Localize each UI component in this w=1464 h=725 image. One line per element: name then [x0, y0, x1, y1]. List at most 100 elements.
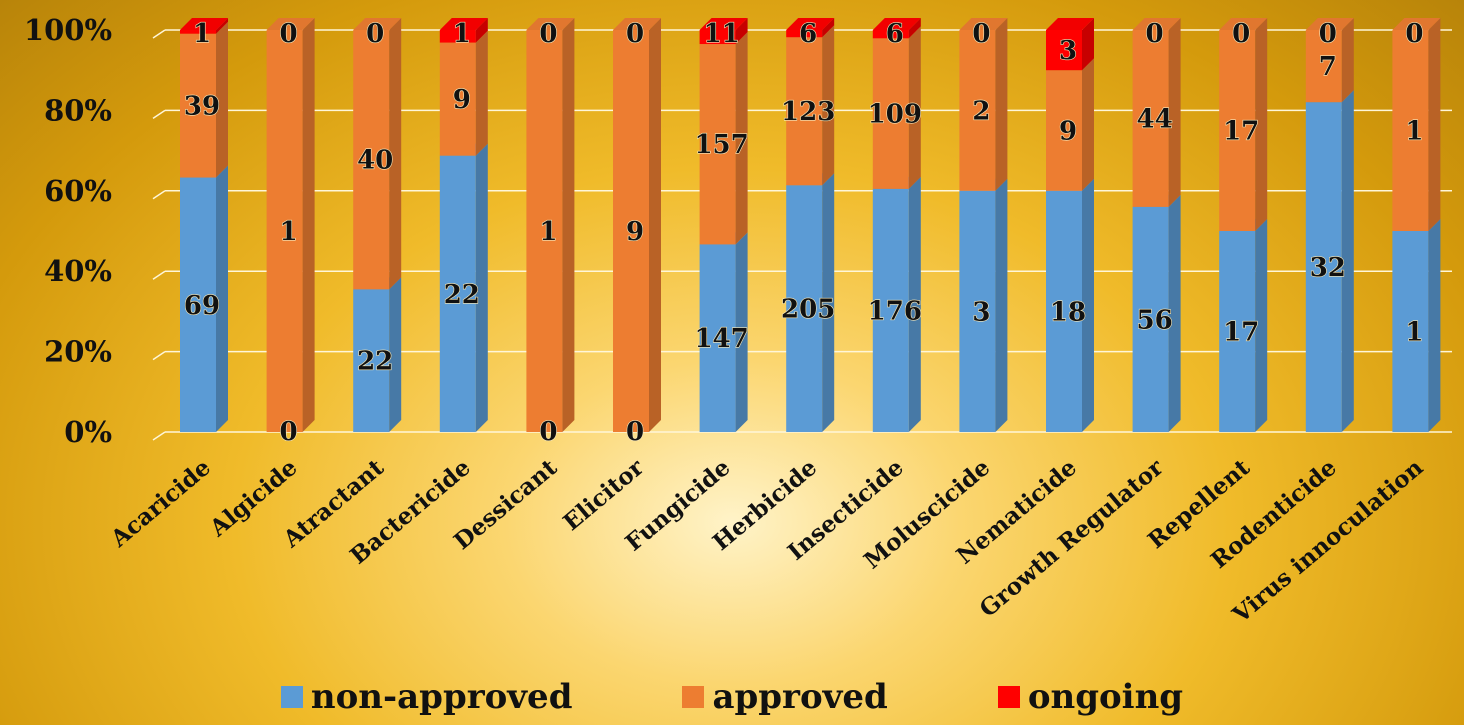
bar-segment-non-approved	[1305, 102, 1342, 433]
bar-segment-approved	[1219, 30, 1256, 231]
bar-segment-approved	[1305, 30, 1342, 103]
data-label-ongoing: 1	[193, 19, 211, 49]
data-label-approved: 9	[626, 217, 644, 247]
data-label-approved: 17	[1223, 117, 1259, 147]
legend-item-approved: approved	[682, 677, 888, 717]
data-label-ongoing: 0	[366, 19, 384, 49]
bar-top-ongoing	[439, 18, 488, 30]
bar-side-non-approved	[735, 232, 748, 432]
y-tick-label: 80%	[44, 93, 112, 127]
y-tick-label: 100%	[24, 13, 112, 47]
bar-segment-approved	[872, 38, 909, 189]
bar-segment-ongoing	[699, 30, 736, 45]
data-label-ongoing: 0	[539, 19, 557, 49]
bar-segment-approved	[526, 30, 563, 432]
bar-segment-approved	[699, 44, 736, 245]
bar-side-ongoing	[822, 18, 835, 38]
bar-side-approved	[475, 30, 488, 156]
data-label-approved: 9	[1059, 117, 1077, 147]
bar-side-approved	[1082, 58, 1094, 191]
bar-side-non-approved	[995, 178, 1008, 432]
data-label-ongoing: 0	[1319, 19, 1337, 49]
bar-side-ongoing	[908, 18, 921, 39]
bar-top-ongoing	[699, 18, 748, 30]
data-label-non-approved: 69	[184, 291, 220, 321]
bar-top-approved	[1305, 18, 1354, 30]
bar-segment-non-approved	[699, 244, 736, 432]
data-label-non-approved: 0	[539, 417, 557, 447]
data-label-non-approved: 0	[626, 417, 644, 447]
bar-top-approved	[1132, 18, 1181, 30]
bar-segment-non-approved	[1132, 206, 1169, 432]
data-label-approved: 109	[868, 100, 922, 130]
data-label-non-approved: 147	[694, 324, 748, 354]
bars	[180, 18, 1441, 433]
bar-side-non-approved	[1082, 178, 1094, 432]
bar-side-non-approved	[475, 143, 488, 432]
bar-segment-non-approved	[872, 188, 909, 432]
bar-segment-approved	[1392, 30, 1429, 231]
data-label-ongoing: 6	[799, 19, 817, 49]
data-label-ongoing: 3	[1059, 36, 1077, 66]
bar-side-non-approved	[1255, 219, 1268, 432]
data-label-approved: 9	[453, 85, 471, 115]
bar-segment-non-approved	[353, 289, 390, 432]
bar-side-approved	[735, 32, 748, 245]
data-label-non-approved: 22	[357, 347, 393, 377]
bar-side-approved	[389, 18, 402, 290]
bar-side-approved	[908, 26, 921, 189]
y-tick-label: 60%	[44, 174, 112, 208]
bar-side-non-approved	[1168, 194, 1181, 432]
bar-side-non-approved	[389, 277, 402, 432]
bar-top-approved	[266, 18, 315, 30]
bar-top-approved	[353, 18, 402, 30]
data-label-approved: 7	[1319, 52, 1337, 82]
bar-segment-approved	[613, 30, 649, 432]
legend-item-ongoing: ongoing	[997, 677, 1183, 717]
data-label-ongoing: 6	[886, 19, 904, 49]
bar-side-approved	[995, 18, 1008, 191]
x-axis-categories: AcaricideAlgicideAtractantBactericideDes…	[105, 453, 1428, 629]
data-label-approved: 1	[539, 217, 557, 247]
y-axis-ticks: 0% 20% 40% 60% 80% 100%	[24, 13, 112, 449]
data-label-non-approved: 18	[1050, 297, 1086, 327]
data-label-approved: 44	[1137, 104, 1173, 134]
data-label-non-approved: 3	[972, 297, 990, 327]
legend-label: non-approved	[310, 677, 573, 717]
y-tick-label: 40%	[44, 254, 112, 288]
bar-top-approved	[1219, 18, 1268, 30]
bar-side-approved	[1428, 18, 1441, 231]
bar-side-approved	[649, 18, 661, 432]
y-tick-label: 20%	[44, 335, 112, 369]
data-label-ongoing: 0	[1232, 19, 1250, 49]
bar-segment-non-approved	[180, 177, 216, 432]
data-label-non-approved: 32	[1310, 253, 1346, 283]
data-label-ongoing: 0	[972, 19, 990, 49]
bar-segment-approved	[266, 30, 303, 432]
legend-swatch	[280, 686, 303, 708]
bar-side-non-approved	[1341, 90, 1354, 433]
data-label-ongoing: 0	[1146, 19, 1164, 49]
legend-label: approved	[712, 677, 888, 717]
bar-top-approved	[959, 18, 1008, 30]
bar-segment-non-approved	[439, 155, 476, 432]
bar-side-non-approved	[1428, 219, 1441, 432]
x-category-label: Acaricide	[105, 454, 216, 553]
bar-top-ongoing	[786, 18, 835, 30]
bar-segment-approved	[1132, 30, 1169, 207]
bar-segment-approved	[959, 30, 996, 191]
bar-segment-ongoing	[786, 30, 823, 38]
bar-top-ongoing	[872, 18, 921, 30]
bar-top-ongoing	[1046, 18, 1094, 30]
bar-side-approved	[822, 25, 835, 186]
bar-segment-non-approved	[959, 190, 996, 432]
data-label-ongoing: 0	[626, 19, 644, 49]
data-label-approved: 123	[781, 97, 835, 127]
data-label-approved: 1	[1405, 117, 1423, 147]
gridline-depth	[152, 350, 166, 361]
data-label-ongoing: 1	[453, 19, 471, 49]
bar-side-approved	[216, 21, 228, 178]
y-tick-label: 0%	[64, 415, 112, 449]
bar-segment-approved	[1046, 70, 1082, 191]
